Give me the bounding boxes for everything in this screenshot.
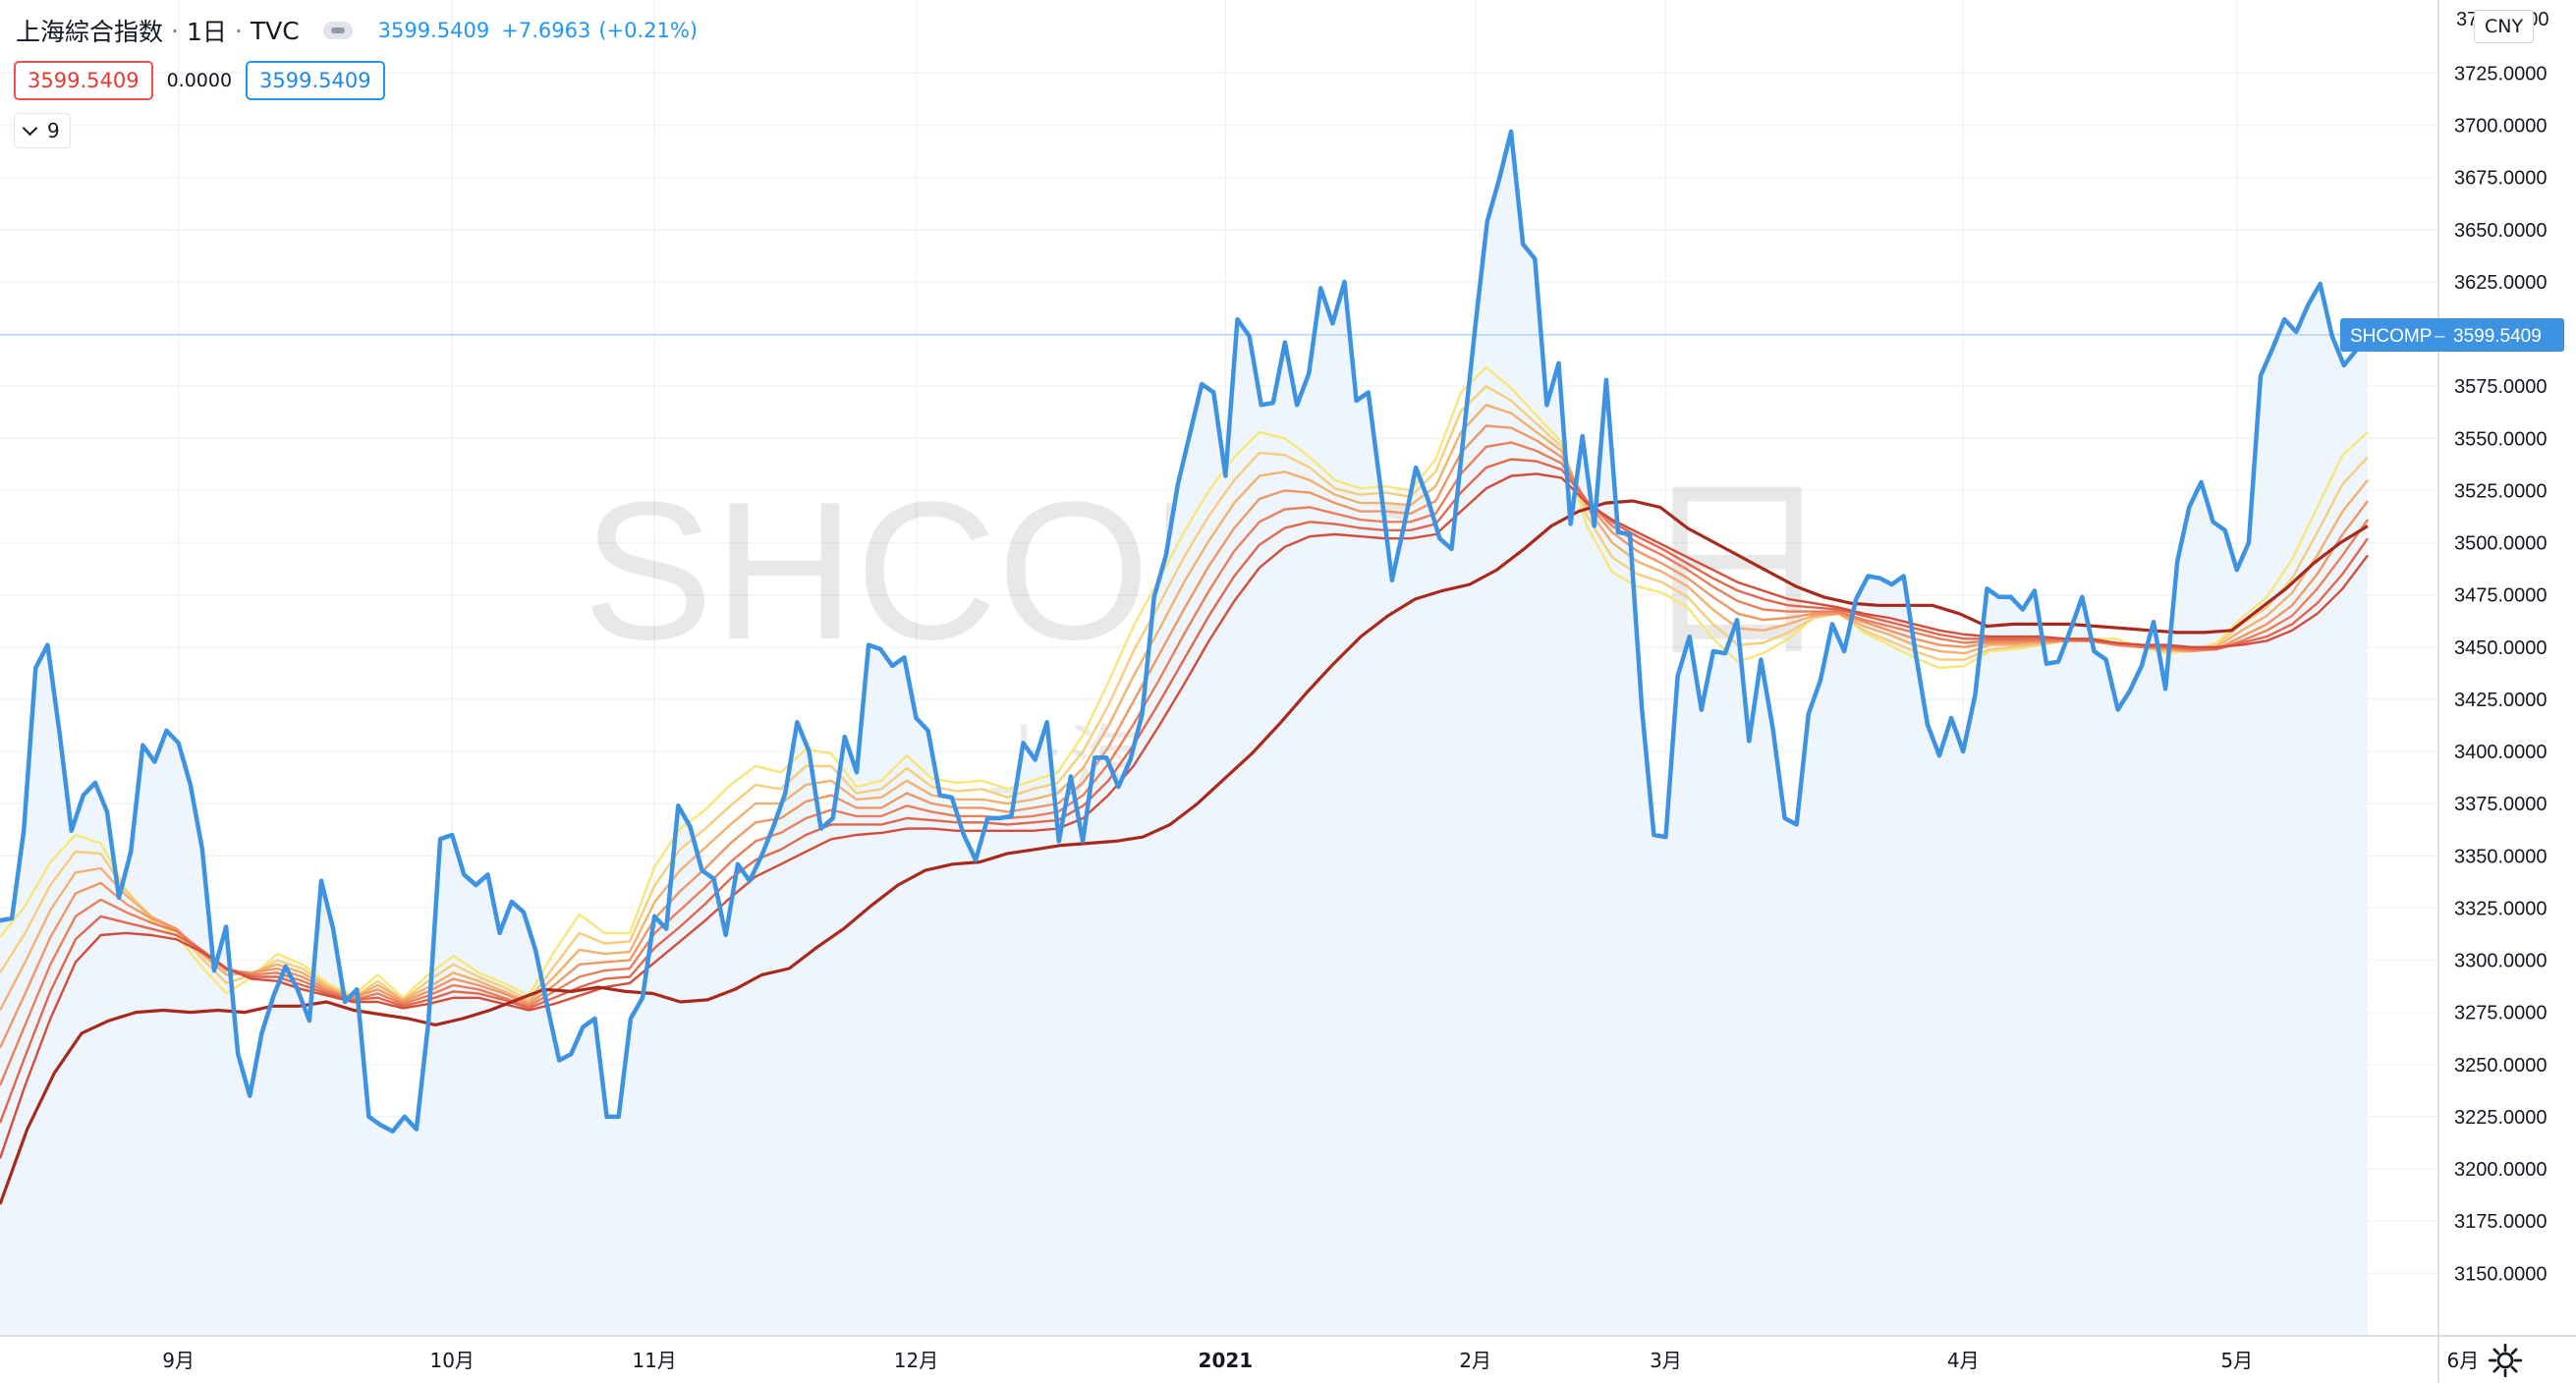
indicator-collapse-button[interactable]: 9 — [14, 113, 71, 148]
price-change: +7.6963 — [501, 19, 591, 42]
y-tick-label: 3275.0000 — [2454, 1003, 2548, 1024]
y-tick-label: 3450.0000 — [2454, 637, 2548, 659]
x-tick-label: 4月 — [1947, 1349, 1980, 1372]
y-tick-label: 3150.0000 — [2454, 1263, 2548, 1285]
legend-separator: · — [234, 16, 243, 45]
symbol-name[interactable]: 上海綜合指数 — [16, 18, 164, 46]
legend-separator: · — [171, 16, 179, 45]
interval-label[interactable]: 1日 — [186, 18, 227, 46]
chevron-down-icon — [22, 120, 38, 136]
ribbon-lines — [0, 365, 2369, 1205]
x-tick-label: 12月 — [894, 1349, 938, 1372]
y-tick-label: 3400.0000 — [2454, 742, 2548, 763]
price-change-percent: (+0.21%) — [598, 19, 699, 42]
y-tick-label: 3575.0000 — [2454, 376, 2548, 398]
symbol-legend[interactable]: 上海綜合指数 · 1日 · TVC 3599.5409 +7.6963 (+0.… — [16, 14, 698, 47]
y-tick-label: 3625.0000 — [2454, 272, 2548, 294]
x-tick-label: 5月 — [2220, 1349, 2253, 1372]
indicator-count: 9 — [47, 119, 60, 142]
price-series-line[interactable] — [0, 129, 2371, 1134]
x-tick-label: 2月 — [1459, 1349, 1491, 1372]
gear-icon[interactable] — [2486, 1341, 2525, 1380]
indicator-legend: 3599.5409 0.0000 3599.5409 — [14, 61, 385, 100]
x-tick-label: 10月 — [429, 1349, 474, 1372]
ribbon-line-5 — [0, 441, 2369, 1086]
currency-button[interactable]: CNY — [2474, 10, 2535, 43]
ribbon-line-4 — [0, 424, 2369, 1049]
last-price-separator: – — [2435, 326, 2445, 347]
y-tick-label: 3725.0000 — [2454, 63, 2548, 84]
x-tick-label: 6月 — [2447, 1349, 2480, 1372]
x-axis-ticks[interactable]: 9月 10月 11月 12月 2021 2月 3月 4月 5月 6月 — [162, 1349, 2479, 1372]
y-tick-label: 3700.0000 — [2454, 116, 2548, 138]
ribbon-line-3 — [0, 404, 2369, 1012]
indicator-value-red[interactable]: 3599.5409 — [14, 61, 153, 100]
x-tick-label: 3月 — [1650, 1349, 1682, 1372]
indicator-value-blue[interactable]: 3599.5409 — [246, 61, 385, 100]
last-price-value: 3599.5409 — [2453, 326, 2542, 347]
y-tick-label: 3550.0000 — [2454, 428, 2548, 450]
ribbon-line-8 — [0, 499, 2369, 1205]
y-tick-label: 3675.0000 — [2454, 168, 2548, 190]
y-tick-label: 3200.0000 — [2454, 1159, 2548, 1181]
ribbon-line-7 — [0, 472, 2369, 1159]
ribbon-line-6 — [0, 458, 2369, 1124]
x-tick-label: 2021 — [1199, 1349, 1254, 1372]
y-axis-ticks[interactable]: 3150.0000 3175.0000 3200.0000 3225.0000 3250… — [2454, 63, 2548, 1285]
ribbon-line-1 — [0, 365, 2369, 999]
y-tick-label: 3500.0000 — [2454, 533, 2548, 555]
indicator-value-zero: 0.0000 — [166, 70, 233, 91]
x-tick-label: 9月 — [162, 1349, 195, 1372]
y-tick-label: 3475.0000 — [2454, 585, 2548, 607]
last-price: 3599.5409 — [377, 19, 490, 42]
y-tick-label: 3250.0000 — [2454, 1055, 2548, 1077]
y-tick-label: 3650.0000 — [2454, 220, 2548, 242]
last-price-badge-bg — [2340, 317, 2564, 352]
market-status-icon[interactable] — [322, 22, 353, 39]
x-tick-label: 11月 — [632, 1349, 676, 1372]
y-tick-label: 3325.0000 — [2454, 898, 2548, 919]
y-tick-label: 3425.0000 — [2454, 690, 2548, 711]
last-price-symbol: SHCOMP — [2350, 326, 2432, 347]
y-tick-label: 3375.0000 — [2454, 794, 2548, 815]
y-tick-label: 3350.0000 — [2454, 846, 2548, 867]
y-tick-label: 3175.0000 — [2454, 1211, 2548, 1233]
y-tick-label: 3525.0000 — [2454, 480, 2548, 502]
y-tick-label: 3225.0000 — [2454, 1107, 2548, 1129]
last-price-badge[interactable]: SHCOMP – 3599.5409 — [2340, 317, 2564, 352]
exchange-label: TVC — [250, 16, 300, 45]
y-tick-label: 3300.0000 — [2454, 951, 2548, 972]
ribbon-line-2 — [0, 384, 2369, 1002]
price-area-fill — [0, 131, 2368, 1336]
currency-label: CNY — [2485, 16, 2524, 37]
